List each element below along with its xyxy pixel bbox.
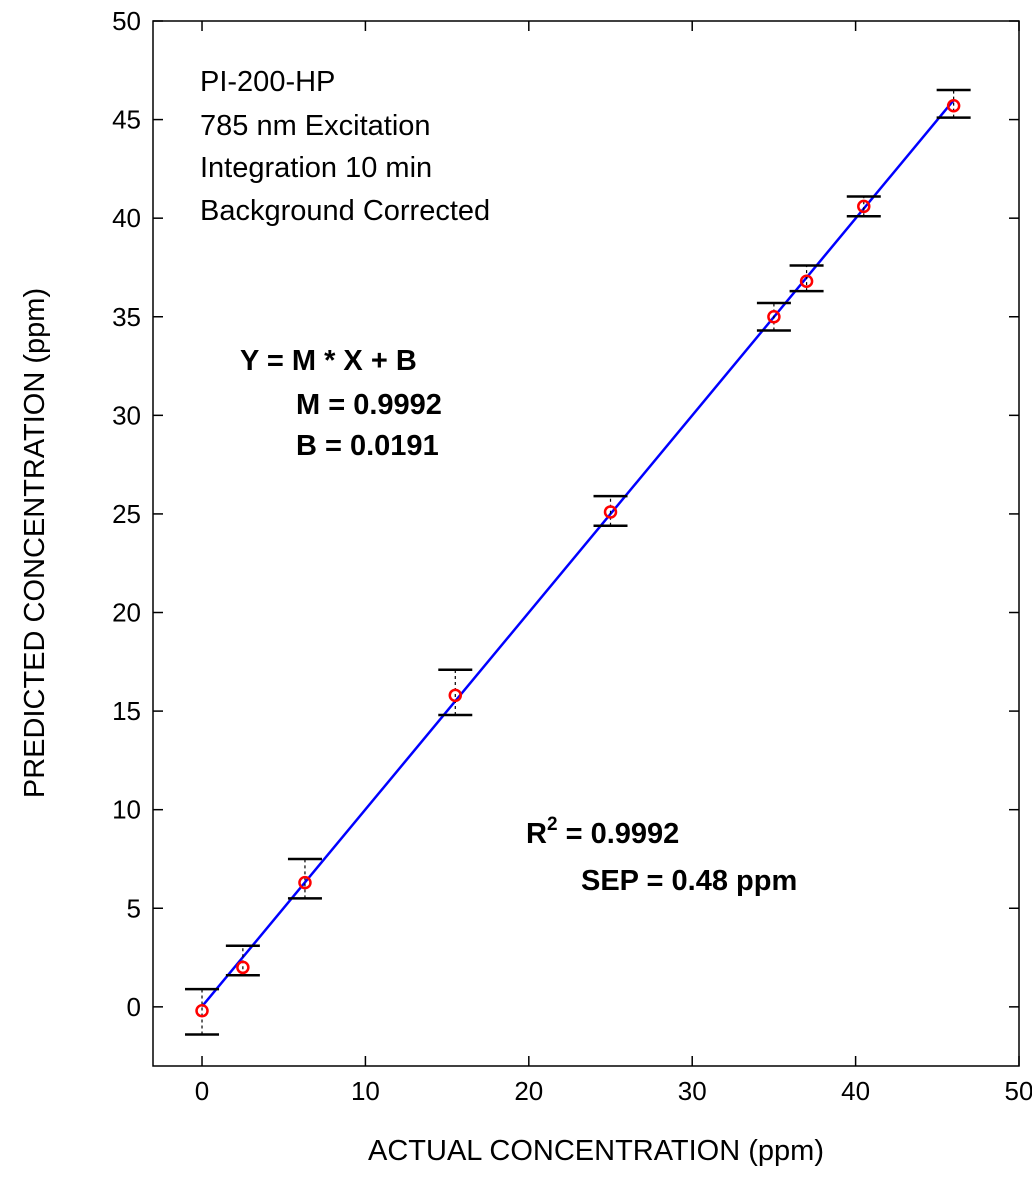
y-tick-label: 30 bbox=[112, 400, 141, 430]
y-tick-label: 10 bbox=[112, 795, 141, 825]
data-point bbox=[448, 688, 463, 703]
sep-text: SEP = 0.48 ppm bbox=[581, 865, 797, 897]
error-bar bbox=[936, 88, 971, 119]
error-bar bbox=[846, 195, 881, 218]
error-bars bbox=[185, 88, 971, 1036]
y-axis-title: PREDICTED CONCENTRATION (ppm) bbox=[19, 288, 51, 798]
data-point bbox=[799, 274, 814, 289]
plot-frame bbox=[152, 20, 1020, 1067]
data-point bbox=[767, 310, 781, 324]
data-point bbox=[857, 199, 871, 214]
note-instrument: PI-200-HP bbox=[200, 66, 335, 98]
y-tick-label: 35 bbox=[112, 302, 141, 332]
error-bar bbox=[438, 668, 473, 717]
r-squared-value: = 0.9992 bbox=[558, 818, 680, 850]
data-points bbox=[195, 99, 961, 1018]
fit-line-group bbox=[201, 99, 955, 1008]
note-background: Background Corrected bbox=[200, 195, 490, 227]
note-excitation: 785 nm Excitation bbox=[200, 110, 431, 142]
y-tick-label: 0 bbox=[127, 992, 141, 1022]
x-tick-label: 10 bbox=[351, 1076, 380, 1106]
y-tick-label: 50 bbox=[112, 6, 141, 36]
fit-statistics: R2 = 0.9992 SEP = 0.48 ppm bbox=[526, 814, 797, 897]
y-tick-label: 15 bbox=[112, 696, 141, 726]
y-tick-label: 20 bbox=[112, 598, 141, 628]
data-point bbox=[236, 960, 250, 975]
error-bar bbox=[593, 494, 628, 528]
x-axis-title: ACTUAL CONCENTRATION (ppm) bbox=[368, 1135, 824, 1167]
x-tick-label: 50 bbox=[1005, 1076, 1032, 1106]
r-squared-superscript: 2 bbox=[547, 814, 558, 835]
data-point bbox=[603, 505, 618, 519]
error-bar bbox=[287, 857, 322, 900]
error-bar bbox=[225, 944, 260, 977]
y-tick-label: 40 bbox=[112, 203, 141, 233]
x-axis-ticks: 0 10 20 30 40 50 bbox=[195, 21, 1032, 1106]
error-bar bbox=[185, 987, 220, 1036]
slope-text: M = 0.9992 bbox=[296, 389, 442, 421]
data-point bbox=[946, 99, 961, 113]
x-tick-label: 20 bbox=[514, 1076, 543, 1106]
error-bar bbox=[756, 301, 791, 332]
note-integration: Integration 10 min bbox=[200, 152, 432, 184]
fit-equation: Y = M * X + B M = 0.9992 B = 0.0191 bbox=[240, 345, 442, 462]
x-tick-label: 0 bbox=[195, 1076, 209, 1106]
intercept-text: B = 0.0191 bbox=[296, 430, 439, 462]
y-tick-label: 25 bbox=[112, 499, 141, 529]
r-squared-text: R2 = 0.9992 bbox=[526, 814, 679, 850]
y-tick-label: 5 bbox=[127, 893, 141, 923]
equation-text: Y = M * X + B bbox=[240, 345, 417, 377]
data-point bbox=[195, 1004, 209, 1018]
y-tick-label: 45 bbox=[112, 105, 141, 135]
data-point bbox=[298, 875, 312, 890]
error-bar bbox=[789, 264, 824, 293]
x-tick-label: 30 bbox=[678, 1076, 707, 1106]
y-axis-ticks: 0 5 10 15 20 25 30 35 40 45 50 bbox=[112, 6, 1019, 1022]
r-squared-prefix: R bbox=[526, 818, 547, 850]
x-tick-label: 40 bbox=[841, 1076, 870, 1106]
fit-line bbox=[201, 99, 955, 1008]
instrument-notes: PI-200-HP 785 nm Excitation Integration … bbox=[200, 66, 490, 227]
